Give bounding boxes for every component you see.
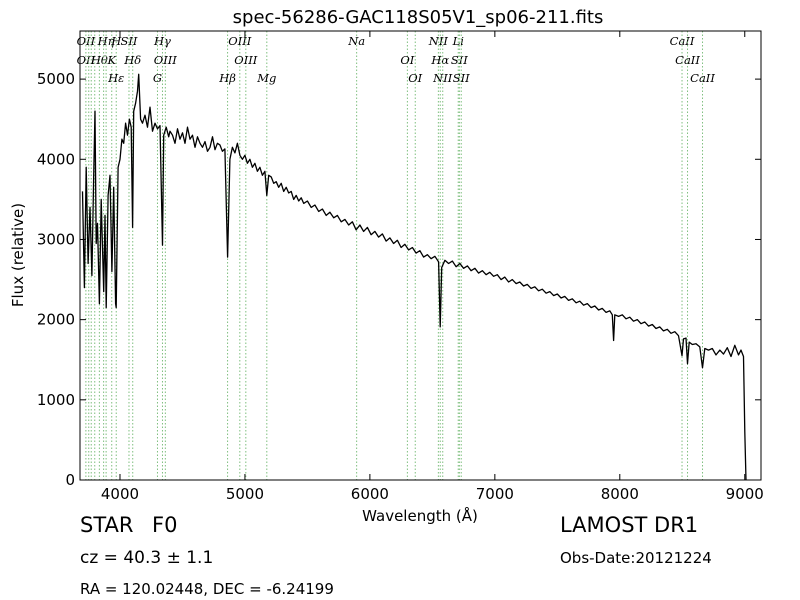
object-type: STAR (80, 513, 134, 537)
line-marker-label: OIII (234, 53, 258, 67)
sky-coordinates: RA = 120.02448, DEC = -6.24199 (80, 580, 334, 598)
y-tick-label: 4000 (37, 150, 75, 168)
line-marker-label: SII (453, 71, 470, 85)
x-axis-label: Wavelength (Å) (362, 506, 478, 525)
object-subclass: F0 (152, 513, 178, 537)
line-marker-label: OIII (228, 34, 252, 48)
line-marker-label: Hα (430, 53, 449, 67)
line-marker-label: H (110, 34, 122, 48)
x-tick-label: 9000 (726, 485, 764, 503)
y-tick-label: 5000 (37, 70, 75, 88)
chart-title: spec-56286-GAC118S05V1_sp06-211.fits (233, 7, 604, 28)
line-marker-label: SII (451, 53, 468, 67)
x-tick-label: 5000 (226, 485, 264, 503)
x-tick-label: 4000 (101, 485, 139, 503)
spectrum-line (81, 73, 747, 481)
redshift-value: cz = 40.3 ± 1.1 (80, 548, 214, 568)
y-tick-label: 0 (65, 471, 75, 489)
line-marker-label: CaII (675, 53, 700, 67)
line-marker-label: OI (400, 53, 414, 67)
axis-ticks: 4000 5000 6000 7000 8000 9000 0 1000 2000 3000 400… (37, 31, 764, 503)
line-marker-label: SII (120, 34, 137, 48)
y-tick-label: 3000 (37, 230, 75, 248)
observation-date: Obs-Date:20121224 (560, 549, 712, 567)
line-marker-label: OII (77, 34, 96, 48)
survey-name: LAMOST DR1 (560, 513, 699, 537)
line-marker-label: CaII (690, 71, 715, 85)
line-marker-label: Na (347, 34, 365, 48)
x-tick-label: 8000 (601, 485, 639, 503)
line-marker-label: Hβ (218, 71, 236, 85)
line-marker-label: NII (428, 34, 449, 48)
y-tick-label: 1000 (37, 391, 75, 409)
line-marker-label: Hη (97, 34, 115, 48)
y-tick-label: 2000 (37, 311, 75, 329)
plot-area (79, 30, 762, 481)
x-tick-label: 7000 (476, 485, 514, 503)
line-marker-label: OI (408, 71, 422, 85)
line-marker-label: Hε (107, 71, 124, 85)
line-marker-label: OIII (154, 53, 178, 67)
line-marker-label: K (106, 53, 117, 67)
line-marker-label: G (153, 71, 162, 85)
line-marker-label: NII (432, 71, 453, 85)
line-marker-label: Li (452, 34, 465, 48)
line-marker-label: CaII (670, 34, 695, 48)
x-tick-label: 6000 (351, 485, 389, 503)
line-marker-label: Hδ (123, 53, 141, 67)
line-marker-label: Hγ (153, 34, 171, 48)
y-axis-label: Flux (relative) (9, 203, 27, 307)
line-marker-label: Mg (256, 71, 276, 85)
line-marker-label: Hθ (90, 53, 108, 67)
